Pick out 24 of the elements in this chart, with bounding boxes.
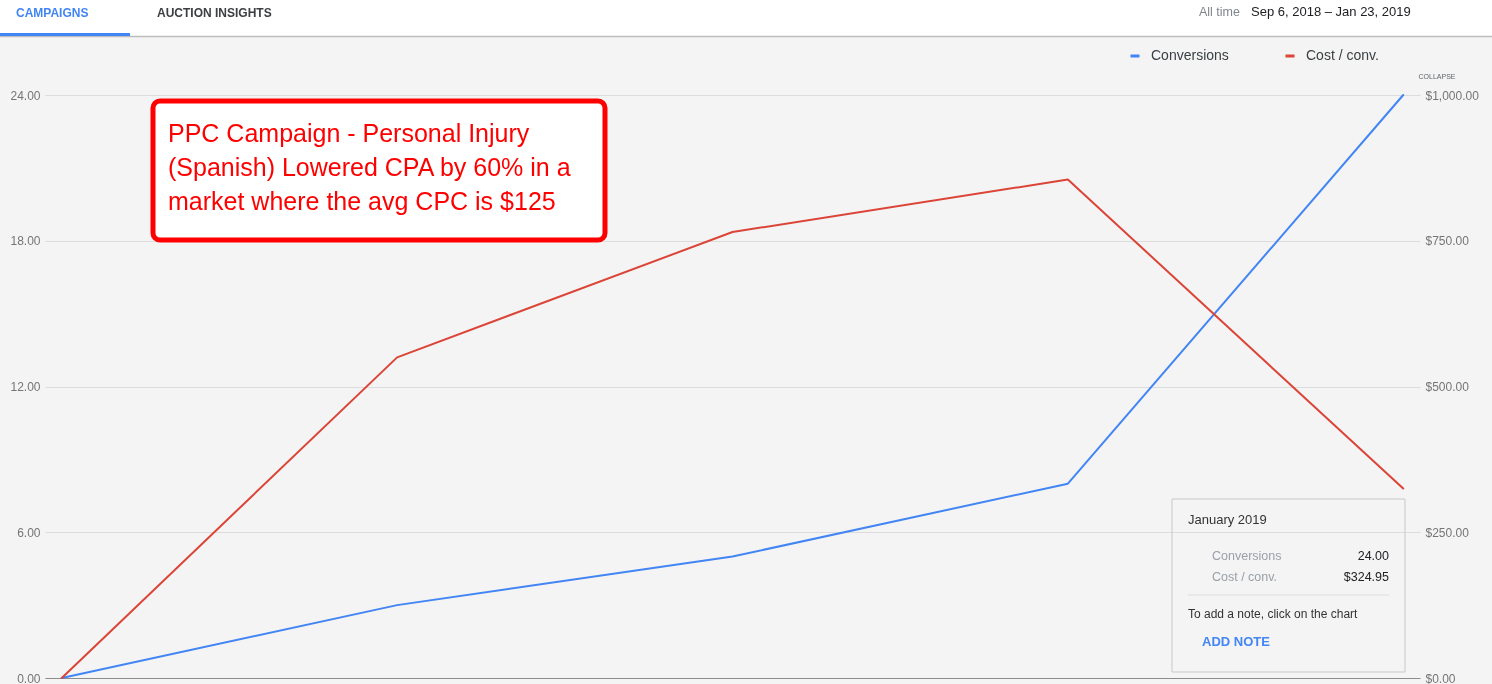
y2-tick-label: $1,000.00 <box>1425 88 1480 103</box>
legend-label: Conversions <box>1151 47 1229 63</box>
annotation: To add a note, click on the chart <box>1188 607 1359 621</box>
annotation: $324.95 <box>1343 570 1390 584</box>
y-tick-label: 12.00 <box>10 380 41 394</box>
annotation: 24.00 <box>1357 549 1390 563</box>
text: Sep 6, 2018 – Jan 23, 2019 <box>1251 4 1411 19</box>
text: Cost / conv. <box>1212 570 1278 584</box>
y2-tick-label: $500.00 <box>1425 380 1470 394</box>
annotation: ADD NOTE <box>1202 634 1271 649</box>
y-tick-label: 18.00 <box>10 234 41 249</box>
annotation: January 2019 <box>1188 512 1267 527</box>
y2-tick-label: $750.00 <box>1425 234 1470 249</box>
text: Conversions <box>1212 549 1282 563</box>
y2-tick-label: $250.00 <box>1425 525 1470 540</box>
y-tick-label: 0.00 <box>17 671 41 684</box>
y-tick-label: 6.00 <box>17 525 41 540</box>
text: AUCTION INSIGHTS <box>157 6 272 20</box>
text: All time <box>1199 5 1241 19</box>
legend-label: Cost / conv. <box>1306 47 1379 63</box>
y-tick-label: 24.00 <box>10 88 41 103</box>
y2-tick-label: $0.00 <box>1425 671 1456 684</box>
text: PPC Campaign - Personal Injury (Spanish) Lowered CPA by 60% in a market where the avg CPC is $125 <box>168 119 571 215</box>
text: CAMPAIGNS <box>16 6 89 20</box>
